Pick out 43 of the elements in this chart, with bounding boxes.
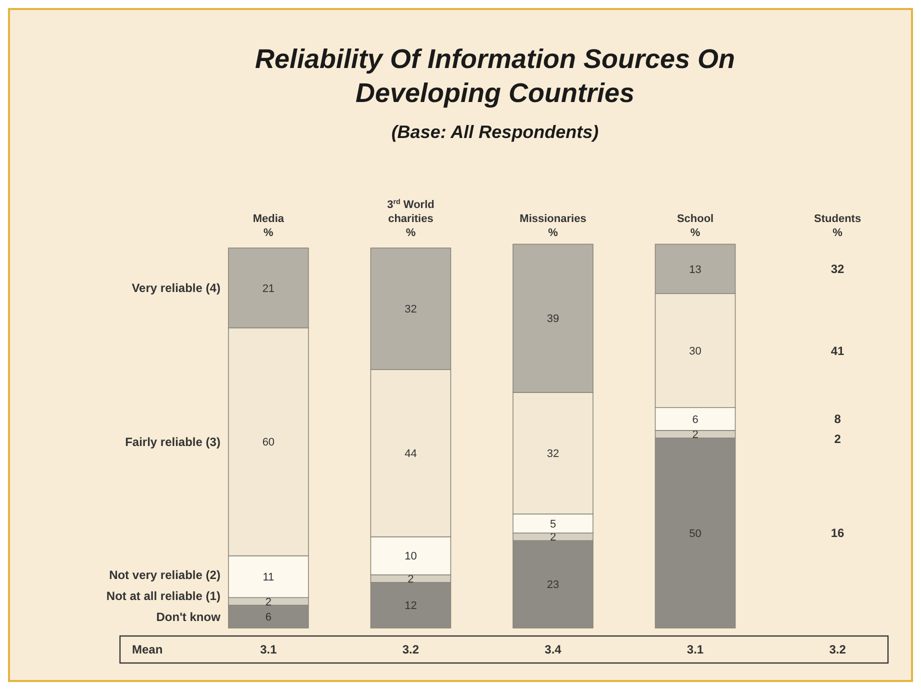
data-label: 32 [546,448,560,460]
x-tick-label: Media % [252,213,285,239]
data-label: 50 [689,528,702,540]
data-label: 21 [262,282,275,295]
annotation: 8 [834,412,842,426]
text: 3.2 [829,642,846,657]
text: 3.1 [260,642,278,657]
data-label: 6 [692,414,698,426]
data-label: 30 [689,345,702,358]
x-tick-label: Missionaries % [520,213,586,239]
x-tick-label: Students % [814,213,862,239]
annotation: 16 [830,526,845,540]
data-label: 6 [265,611,272,624]
data-label: 2 [692,429,698,442]
text: 3.4 [544,642,562,657]
series-label: Don't know [156,610,222,624]
data-label: 23 [546,579,560,592]
data-label: 32 [404,304,417,316]
data-label: 44 [404,448,417,460]
data-label: 10 [404,550,417,563]
data-label: 60 [262,436,275,449]
data-label: 39 [546,313,560,326]
annotation: 41 [830,344,845,358]
x-tick-label: 3$^{rd}$ World charities % [387,198,434,239]
chart-title: Reliability Of Information Sources On Developing Countries [254,44,736,108]
annotation: 2 [834,432,842,446]
data-label: 2 [265,596,272,608]
data-label: 2 [408,573,414,586]
series-label: Very reliable (4) [132,281,220,296]
series-label: Not very reliable (2) [109,568,220,582]
x-tick-label: School % [676,213,714,239]
data-label: 13 [689,264,702,276]
data-label: 5 [550,518,556,530]
data-label: 12 [404,600,417,612]
series-label: Not at all reliable (1) [106,588,220,603]
text: 3.2 [402,642,420,657]
text: Mean [132,642,163,657]
annotation: 32 [830,262,845,276]
series-label: Fairly reliable (3) [125,435,220,449]
text: 3.1 [686,642,704,657]
chart-subtitle: (Base: All Respondents) [391,122,599,142]
data-label: 11 [262,572,274,584]
data-label: 2 [550,532,556,544]
